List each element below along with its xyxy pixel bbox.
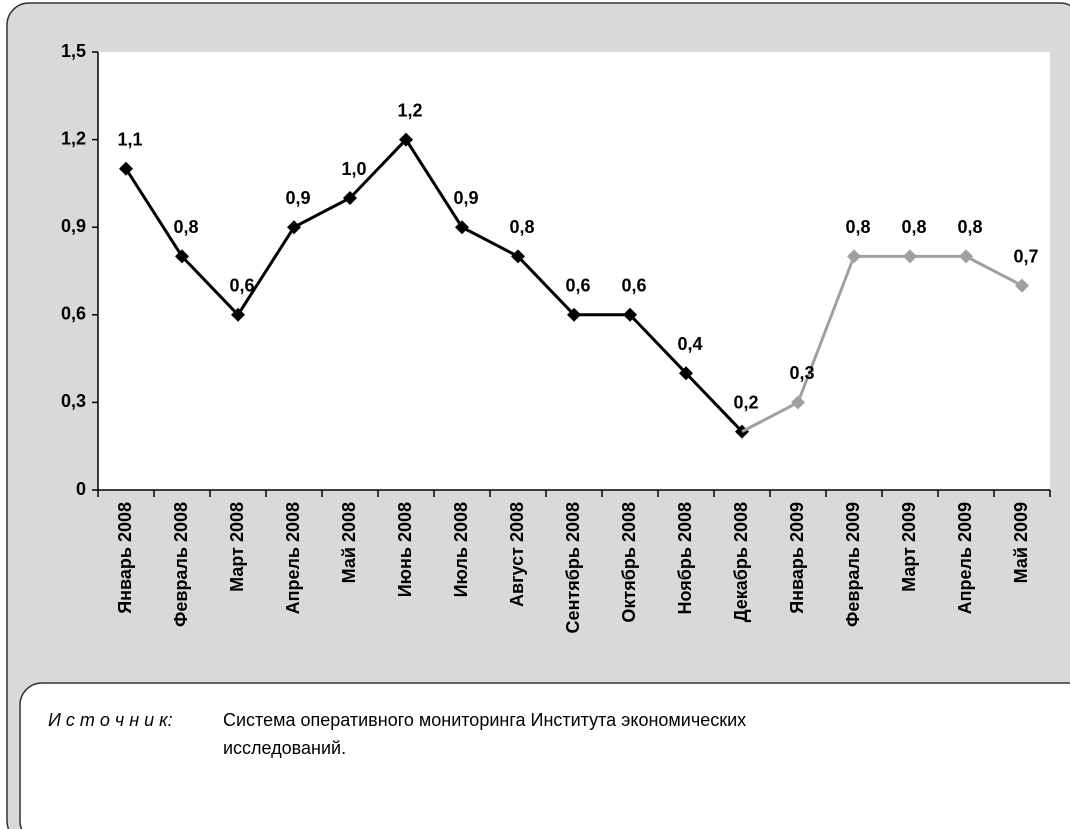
series-line [741, 254, 1023, 433]
x-tick-label: Июнь 2008 [395, 502, 415, 597]
marker [287, 220, 301, 235]
marker [511, 249, 525, 264]
x-tick-label: Апрель 2009 [955, 502, 975, 614]
x-tick-label: Ноябрь 2008 [675, 502, 695, 614]
data-label: 0,6 [229, 276, 254, 296]
marker [343, 191, 357, 205]
marker [231, 307, 245, 322]
y-tick-label: 1,5 [61, 41, 86, 61]
x-tick-label: Октябрь 2008 [619, 502, 639, 623]
y-tick-label: 1,2 [61, 128, 86, 148]
data-label: 0,6 [621, 276, 646, 296]
marker [959, 249, 973, 264]
marker [1015, 278, 1029, 293]
y-tick-label: 0,9 [61, 216, 86, 236]
marker [567, 307, 581, 322]
data-label: 0,8 [845, 217, 870, 237]
data-label: 0,2 [733, 392, 758, 412]
source-text: Система оперативного мониторинга Институ… [223, 710, 746, 730]
data-label: 1,1 [117, 130, 142, 150]
x-tick-label: Январь 2008 [115, 502, 135, 614]
data-label: 0,8 [957, 217, 982, 237]
marker [679, 366, 693, 381]
data-label: 0,9 [285, 188, 310, 208]
x-tick-label: Январь 2009 [787, 502, 807, 614]
x-tick-label: Март 2008 [227, 502, 247, 592]
data-label: 1,0 [341, 159, 366, 179]
data-label: 0,3 [789, 363, 814, 383]
x-tick-label: Февраль 2009 [843, 502, 863, 627]
data-label: 0,4 [677, 334, 702, 354]
x-tick-label: Июль 2008 [451, 502, 471, 597]
y-tick-label: 0,3 [61, 391, 86, 411]
x-tick-label: Май 2009 [1011, 502, 1031, 583]
marker [175, 249, 189, 264]
x-tick-label: Август 2008 [507, 502, 527, 607]
data-label: 0,7 [1013, 246, 1038, 266]
plot-area [98, 52, 1050, 490]
data-label: 0,9 [453, 188, 478, 208]
data-label: 0,8 [901, 217, 926, 237]
data-label: 0,8 [509, 217, 534, 237]
x-tick-label: Май 2008 [339, 502, 359, 583]
x-tick-label: Декабрь 2008 [731, 502, 751, 622]
source-label: И с т о ч н и к: [48, 710, 173, 730]
x-tick-label: Апрель 2008 [283, 502, 303, 614]
marker [399, 132, 413, 147]
series-line [124, 137, 744, 433]
data-label: 0,8 [173, 217, 198, 237]
data-label: 1,2 [397, 100, 422, 120]
source-text: исследований. [223, 738, 346, 758]
source-box [19, 682, 1070, 829]
marker [623, 307, 637, 322]
x-tick-label: Март 2009 [899, 502, 919, 592]
y-tick-label: 0,6 [61, 304, 86, 324]
marker [119, 161, 133, 176]
data-label: 0,6 [565, 276, 590, 296]
x-tick-label: Февраль 2008 [171, 502, 191, 627]
marker [455, 220, 469, 235]
marker [847, 249, 861, 264]
y-tick-label: 0 [76, 479, 86, 499]
x-tick-label: Сентябрь 2008 [563, 502, 583, 633]
marker [791, 395, 805, 410]
marker [903, 249, 917, 264]
